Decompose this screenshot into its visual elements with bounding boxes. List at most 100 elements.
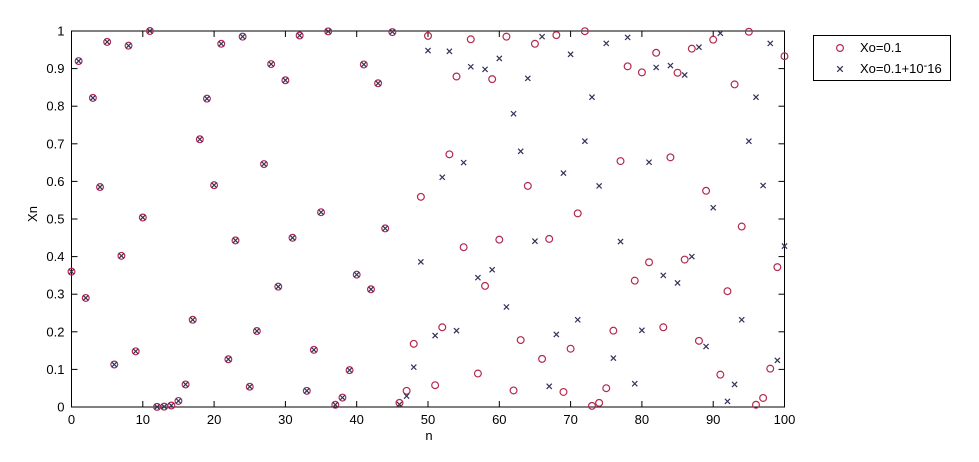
- x-tick-label: 20: [207, 412, 221, 427]
- data-point-x: [660, 272, 667, 279]
- data-point-circle: [673, 68, 682, 77]
- data-point-x: [239, 33, 246, 40]
- data-point-x: [303, 387, 310, 394]
- data-point-x: [289, 234, 296, 241]
- data-point-x: [517, 148, 524, 155]
- data-point-circle: [716, 370, 725, 379]
- data-point-x: [760, 182, 767, 189]
- data-point-x: [318, 209, 325, 216]
- data-point-x: [111, 361, 118, 368]
- data-point-x: [539, 33, 546, 40]
- data-point-circle: [402, 386, 411, 395]
- data-point-x: [474, 274, 481, 281]
- data-point-x: [745, 138, 752, 145]
- data-point-x: [168, 402, 175, 409]
- data-point-circle: [409, 339, 418, 348]
- legend-label-series1: Xo=0.1: [860, 40, 902, 55]
- data-point-x: [410, 364, 417, 371]
- data-point-x: [646, 159, 653, 166]
- data-point-circle: [124, 41, 133, 50]
- data-point-x: [154, 403, 161, 410]
- data-point-circle: [88, 93, 97, 102]
- data-point-x: [367, 286, 374, 293]
- data-point-x: [482, 66, 489, 73]
- data-point-circle: [559, 387, 568, 396]
- data-point-circle: [131, 347, 140, 356]
- y-tick-label: 0.1: [46, 362, 64, 377]
- data-point-circle: [416, 192, 425, 201]
- data-point-circle: [694, 336, 703, 345]
- data-point-circle: [245, 382, 254, 391]
- data-point-x: [175, 397, 182, 405]
- data-point-x: [724, 398, 731, 405]
- data-point-circle: [466, 35, 475, 44]
- data-point-x: [211, 182, 218, 189]
- data-point-x: [68, 268, 75, 275]
- legend: Xo=0.1 Xo=0.1+10-16: [813, 35, 951, 81]
- data-point-x: [510, 110, 517, 117]
- data-point-x: [232, 237, 239, 244]
- data-point-x: [667, 62, 674, 69]
- y-tick-label: 0.8: [46, 99, 64, 114]
- data-point-circle: [488, 75, 497, 84]
- data-point-circle: [495, 235, 504, 244]
- data-point-circle: [637, 68, 646, 77]
- data-point-circle: [602, 384, 611, 393]
- data-point-circle: [274, 282, 283, 291]
- data-point-x: [82, 294, 89, 301]
- data-point-circle: [295, 31, 304, 40]
- data-point-circle: [331, 400, 340, 409]
- data-point-x: [674, 279, 681, 286]
- data-point-circle: [609, 326, 618, 335]
- data-point-x: [325, 28, 332, 35]
- data-point-circle: [388, 28, 397, 37]
- data-point-circle: [359, 60, 368, 69]
- data-point-x: [282, 77, 289, 84]
- x-tick-label: 30: [278, 412, 292, 427]
- y-tick-label: 0.4: [46, 249, 64, 264]
- data-point-circle: [773, 263, 782, 272]
- data-point-x: [353, 271, 360, 278]
- data-point-circle: [260, 160, 269, 169]
- data-point-x: [196, 136, 203, 143]
- data-point-x: [360, 61, 367, 68]
- data-point-x: [588, 94, 596, 101]
- data-point-circle: [424, 31, 433, 40]
- y-tick-label: 0.6: [46, 174, 64, 189]
- data-point-circle: [481, 281, 490, 290]
- data-point-x: [275, 283, 282, 290]
- data-point-circle: [538, 354, 547, 363]
- data-point-circle: [267, 60, 276, 69]
- data-point-circle: [616, 157, 625, 166]
- data-point-x: [710, 204, 717, 211]
- data-point-x: [695, 44, 702, 51]
- data-point-circle: [74, 57, 83, 66]
- data-point-x: [624, 34, 631, 41]
- y-tick-label: 0.7: [46, 136, 64, 151]
- data-point-circle: [202, 94, 211, 103]
- data-point-circle: [231, 236, 240, 245]
- data-point-circle: [345, 366, 354, 375]
- data-point-x: [389, 28, 396, 35]
- data-point-circle: [566, 344, 575, 353]
- data-point-circle: [751, 400, 760, 409]
- data-point-x: [653, 64, 660, 71]
- data-point-x: [460, 159, 467, 166]
- data-point-circle: [516, 336, 525, 345]
- data-point-x: [553, 331, 560, 338]
- data-point-circle: [366, 285, 375, 294]
- data-point-x: [638, 327, 645, 334]
- data-point-circle: [545, 234, 554, 243]
- data-point-x: [139, 214, 146, 221]
- x-tick-label: 40: [349, 412, 363, 427]
- data-point-circle: [552, 31, 561, 40]
- data-point-x: [610, 355, 617, 362]
- x-tick-label: 50: [421, 412, 435, 427]
- legend-entry-series1: Xo=0.1: [814, 39, 950, 57]
- data-point-x: [260, 161, 268, 168]
- data-point-circle: [595, 398, 604, 407]
- x-tick-label: 90: [706, 412, 720, 427]
- data-point-circle: [744, 27, 753, 36]
- data-point-circle: [374, 79, 383, 88]
